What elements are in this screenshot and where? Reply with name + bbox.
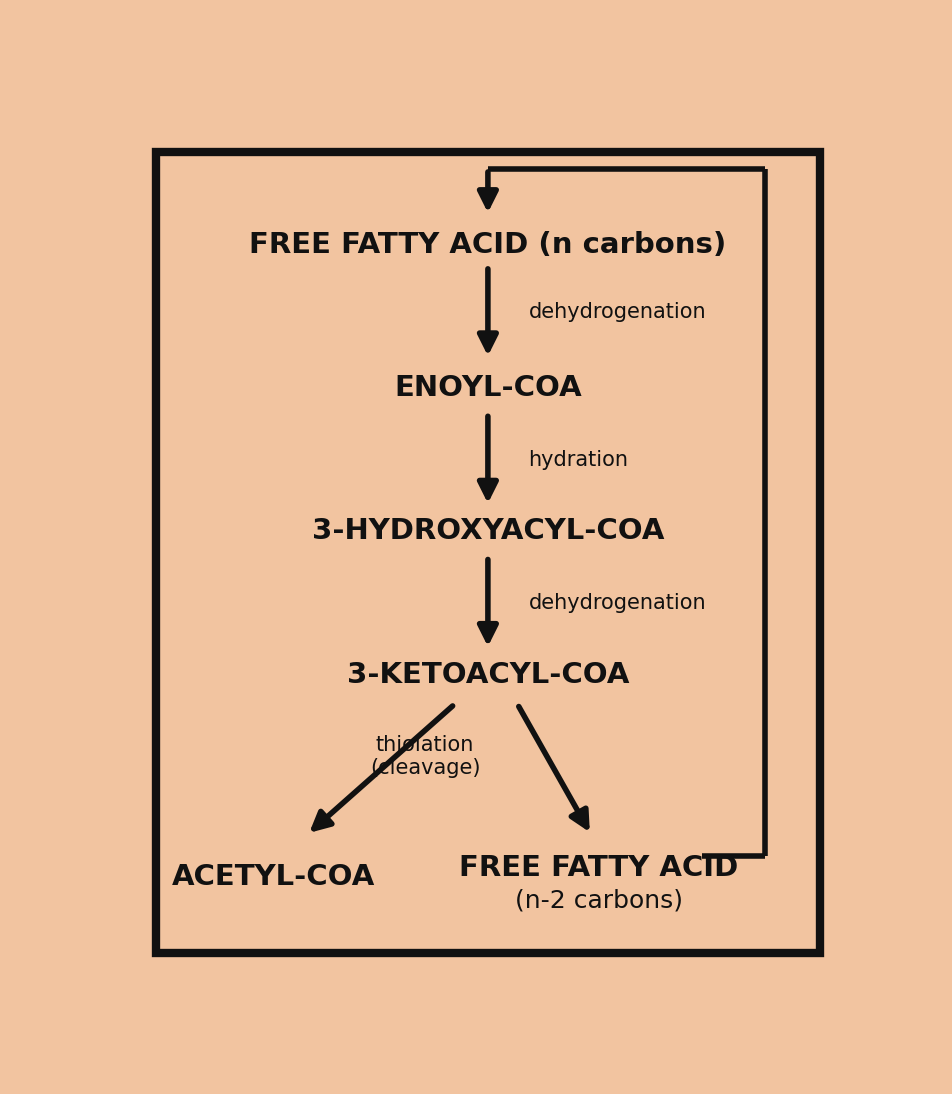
Text: dehydrogenation: dehydrogenation [528,593,706,613]
Text: FREE FATTY ACID: FREE FATTY ACID [459,854,738,883]
Text: 3-KETOACYL-COA: 3-KETOACYL-COA [347,661,629,688]
FancyBboxPatch shape [156,152,820,953]
Text: FREE FATTY ACID (n carbons): FREE FATTY ACID (n carbons) [249,231,726,259]
Text: hydration: hydration [528,450,628,469]
Text: ACETYL-COA: ACETYL-COA [172,863,375,891]
Text: ENOYL-COA: ENOYL-COA [394,374,582,403]
Text: 3-HYDROXYACYL-COA: 3-HYDROXYACYL-COA [311,517,664,546]
Text: thiolation
(cleavage): thiolation (cleavage) [370,735,481,778]
Text: dehydrogenation: dehydrogenation [528,302,706,323]
Text: (n-2 carbons): (n-2 carbons) [515,888,683,912]
